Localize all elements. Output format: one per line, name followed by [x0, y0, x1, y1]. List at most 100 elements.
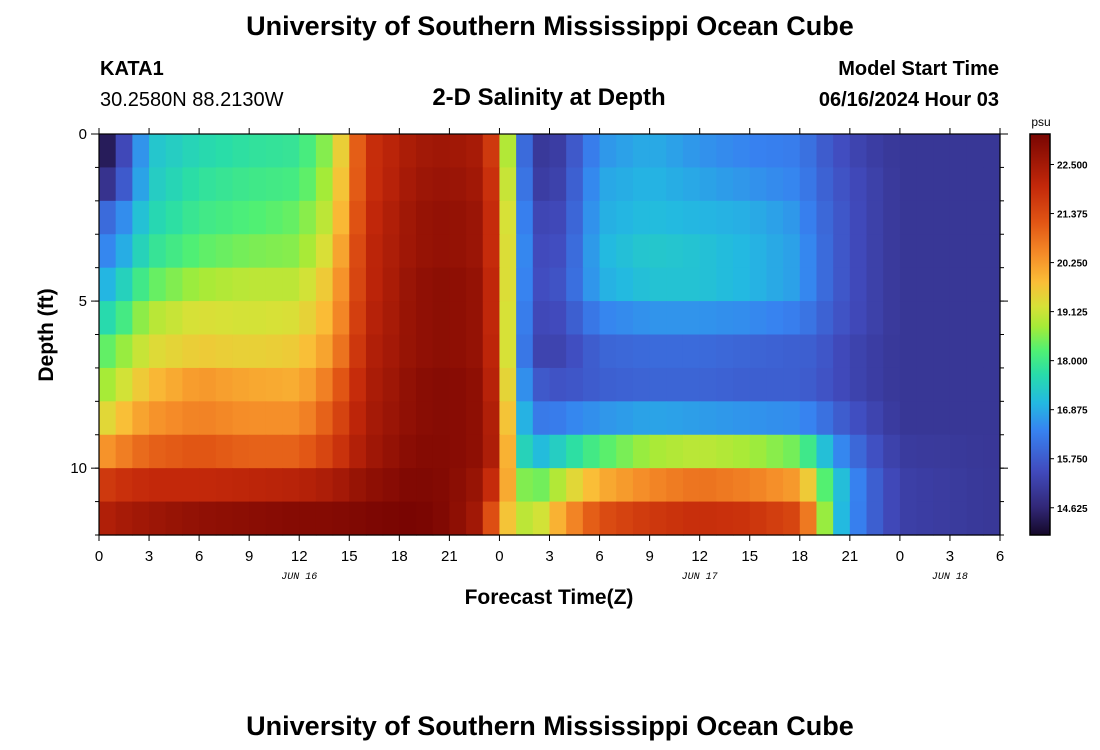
- heatmap-cell: [849, 468, 868, 503]
- heatmap-cell: [416, 301, 434, 336]
- heatmap-cell: [99, 301, 117, 336]
- heatmap-cell: [733, 334, 751, 369]
- heatmap-cell: [649, 234, 667, 269]
- heatmap-cell: [983, 434, 1001, 469]
- heatmap-cell: [616, 200, 634, 235]
- heatmap-cell: [449, 234, 467, 269]
- heatmap-cell: [115, 434, 133, 469]
- heatmap-cell: [666, 334, 684, 369]
- heatmap-cell: [682, 167, 701, 202]
- heatmap-cell: [399, 267, 417, 302]
- heatmap-cell: [332, 200, 350, 235]
- heatmap-cell: [499, 301, 517, 336]
- x-tick-label: 18: [791, 548, 808, 565]
- heatmap-cell: [549, 468, 567, 503]
- x-tick-label: 12: [291, 548, 308, 565]
- heatmap-cell: [849, 134, 868, 169]
- heatmap-cell: [666, 367, 684, 402]
- heatmap-cell: [816, 401, 834, 436]
- heatmap-cell: [299, 468, 317, 503]
- heatmap-cell: [282, 367, 300, 402]
- heatmap-cell: [232, 134, 250, 169]
- heatmap-cell: [733, 501, 751, 536]
- heatmap-cell: [165, 401, 184, 436]
- heatmap-cell: [766, 334, 784, 369]
- heatmap-cell: [699, 501, 717, 536]
- heatmap-cell: [265, 468, 284, 503]
- heatmap-cell: [966, 134, 984, 169]
- heatmap-cell: [933, 267, 951, 302]
- heatmap-cell: [599, 234, 617, 269]
- heatmap-cell: [299, 301, 317, 336]
- heatmap-cell: [649, 301, 667, 336]
- heatmap-cell: [616, 234, 634, 269]
- heatmap-cell: [466, 501, 484, 536]
- heatmap-cell: [883, 301, 901, 336]
- x-tick-label: 6: [595, 548, 603, 565]
- heatmap-cell: [933, 367, 951, 402]
- heatmap-cell: [149, 234, 167, 269]
- heatmap-cell: [282, 301, 300, 336]
- heatmap-cell: [215, 167, 234, 202]
- heatmap-cell: [416, 401, 434, 436]
- heatmap-cell: [315, 167, 334, 202]
- heatmap-cell: [916, 234, 934, 269]
- heatmap-cell: [115, 301, 133, 336]
- heatmap-cell: [349, 301, 367, 336]
- plot-title: 2-D Salinity at Depth: [432, 84, 665, 111]
- colorbar-unit: psu: [1031, 115, 1050, 129]
- heatmap-cell: [299, 334, 317, 369]
- heatmap-cell: [432, 334, 450, 369]
- heatmap-cell: [99, 468, 117, 503]
- heatmap-cell: [299, 200, 317, 235]
- heatmap-cell: [516, 367, 534, 402]
- heatmap-cell: [466, 267, 484, 302]
- heatmap-cell: [182, 367, 200, 402]
- heatmap-cell: [983, 234, 1001, 269]
- heatmap-cell: [232, 334, 250, 369]
- heatmap-cell: [416, 134, 434, 169]
- axis-ticks: 0 3 6 9 12 15 18 21 0 3 6 9 12 15 18 21 0 3 6 JUN 16 JUN 17 J…: [70, 126, 1008, 583]
- heatmap-cell: [365, 167, 384, 202]
- heatmap-cell: [949, 167, 968, 202]
- heatmap-cell: [899, 434, 918, 469]
- heatmap-cell: [215, 401, 234, 436]
- heatmap-cell: [632, 401, 651, 436]
- heatmap-cell: [833, 468, 851, 503]
- heatmap-cell: [849, 401, 868, 436]
- heatmap-cell: [265, 167, 284, 202]
- heatmap-cell: [833, 234, 851, 269]
- heatmap-cell: [733, 468, 751, 503]
- heatmap-cell: [149, 468, 167, 503]
- y-tick-label: 0: [79, 126, 87, 143]
- heatmap-cell: [833, 401, 851, 436]
- heatmap-cell: [232, 501, 250, 536]
- heatmap-cell: [916, 134, 934, 169]
- heatmap-cell: [749, 267, 768, 302]
- heatmap-cell: [215, 234, 234, 269]
- heatmap-cell: [766, 301, 784, 336]
- heatmap-cell: [115, 200, 133, 235]
- heatmap-cell: [749, 434, 768, 469]
- heatmap-cell: [516, 267, 534, 302]
- heatmap-cell: [199, 401, 217, 436]
- heatmap-cell: [416, 267, 434, 302]
- heatmap-cell: [883, 134, 901, 169]
- heatmap-cell: [716, 234, 734, 269]
- heatmap-cell: [449, 367, 467, 402]
- heatmap-cell: [899, 334, 918, 369]
- heatmap-cell: [249, 367, 267, 402]
- heatmap-cell: [232, 301, 250, 336]
- heatmap-cell: [899, 200, 918, 235]
- heatmap-cell: [165, 434, 184, 469]
- heatmap-cell: [466, 200, 484, 235]
- x-tick-label: 21: [441, 548, 458, 565]
- heatmap-cell: [966, 267, 984, 302]
- heatmap-cell: [949, 468, 968, 503]
- heatmap-cell: [115, 401, 133, 436]
- heatmap-cell: [449, 301, 467, 336]
- heatmap-cell: [816, 334, 834, 369]
- heatmap-cell: [466, 134, 484, 169]
- heatmap-cell: [966, 401, 984, 436]
- heatmap-cell: [399, 501, 417, 536]
